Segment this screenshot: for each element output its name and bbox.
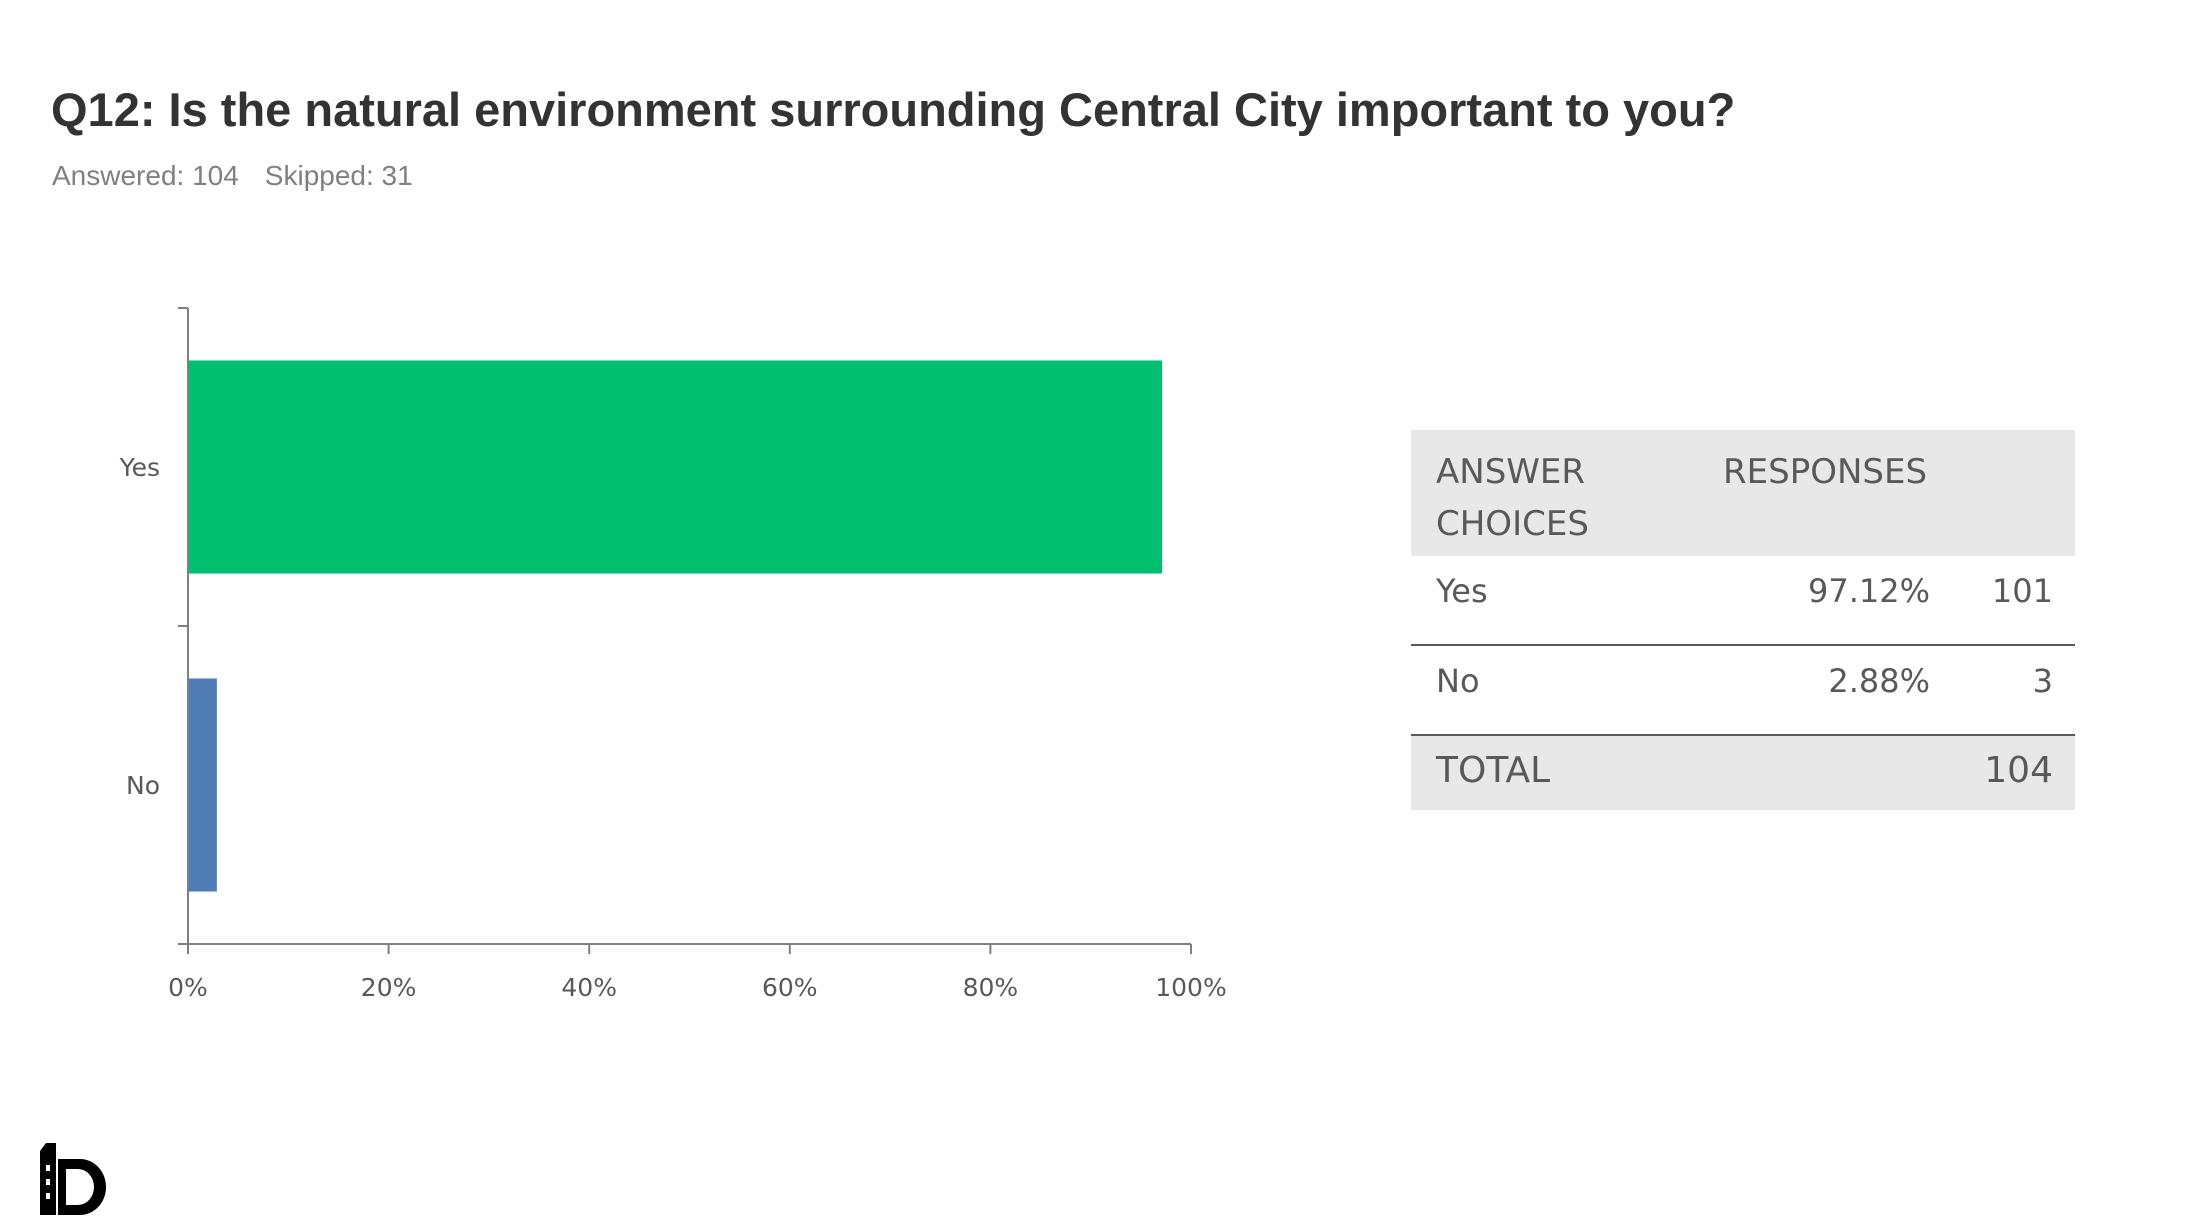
x-tick-label: 80% <box>963 973 1019 1002</box>
x-tick-label: 40% <box>561 973 617 1002</box>
building-logo-icon <box>40 1143 106 1215</box>
x-tick-label: 60% <box>762 973 818 1002</box>
x-tick-label: 100% <box>1155 973 1226 1002</box>
header-answer-choices: ANSWER CHOICES <box>1436 452 1589 544</box>
header-responses: RESPONSES <box>1723 452 1928 492</box>
x-tick-label: 0% <box>168 973 208 1002</box>
x-tick-label: 20% <box>361 973 417 1002</box>
bar-no <box>189 678 217 892</box>
bar-chart: 0% 20% 40% 60% 80% 100% Yes No <box>119 307 1227 1002</box>
row-count: 3 <box>2032 662 2053 700</box>
page-title: Q12: Is the natural environment surround… <box>51 83 1736 136</box>
row-count: 101 <box>1991 572 2053 610</box>
table-row-yes: Yes 97.12% 101 <box>1411 556 2075 646</box>
table-total-row: TOTAL 104 <box>1411 736 2075 810</box>
total-label: TOTAL <box>1436 750 1551 791</box>
chart-axes <box>178 307 1192 954</box>
table-header: ANSWER CHOICES RESPONSES <box>1411 430 2075 556</box>
answered-count: Answered: 104 <box>52 160 239 191</box>
row-percent: 2.88% <box>1828 662 1930 700</box>
bar-yes <box>189 360 1163 574</box>
chart-bars <box>189 360 1163 892</box>
row-choice: Yes <box>1436 572 1488 610</box>
skipped-count: Skipped: 31 <box>264 160 413 191</box>
row-choice: No <box>1436 662 1480 700</box>
responses-table: ANSWER CHOICES RESPONSES Yes 97.12% 101 … <box>1411 430 2075 810</box>
chart-labels: 0% 20% 40% 60% 80% 100% Yes No <box>119 453 1227 1002</box>
row-percent: 97.12% <box>1807 572 1930 610</box>
category-label: Yes <box>119 453 160 482</box>
total-value: 104 <box>1984 750 2053 791</box>
response-summary: Answered: 104 Skipped: 31 <box>52 160 413 192</box>
table-row-no: No 2.88% 3 <box>1411 646 2075 736</box>
category-label: No <box>126 771 160 800</box>
